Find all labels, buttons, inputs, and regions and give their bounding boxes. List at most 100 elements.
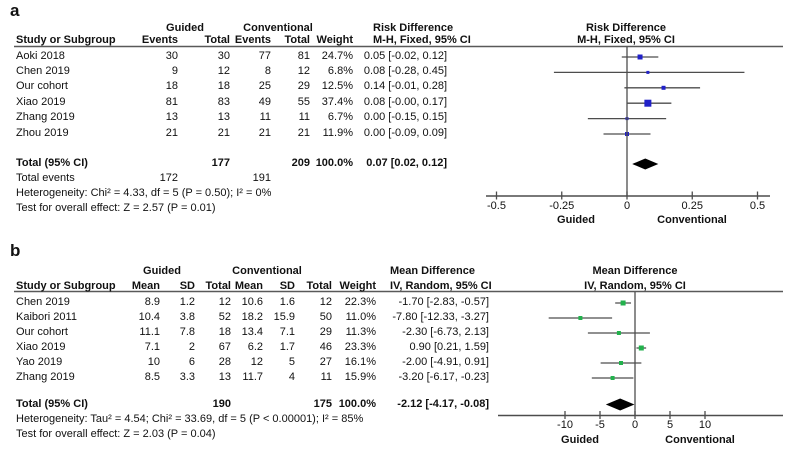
table-cell: 9 (171, 64, 178, 77)
table-cell: 13.4 (241, 325, 263, 338)
table-cell: 8.9 (144, 295, 160, 308)
overall-effect-text: Test for overall effect: Z = 2.57 (P = 0… (16, 202, 216, 214)
column-header: SD (179, 280, 195, 292)
study-name: Kaibori 2011 (16, 310, 77, 323)
ci-text: 0.00 [-0.09, 0.09] (363, 126, 447, 139)
table-cell: 1.2 (179, 295, 195, 308)
ci-text: -1.70 [-2.83, -0.57] (398, 295, 490, 308)
table-cell: 30 (165, 49, 178, 62)
total-cell: 100.0% (338, 397, 376, 410)
axis-tick-label: -0.5 (487, 200, 506, 212)
study-name: Our cohort (16, 325, 68, 338)
group2-header: Conventional (243, 22, 313, 34)
effect-measure-header: Risk Difference (373, 22, 454, 34)
favors-right-label: Conventional (665, 434, 735, 446)
group2-header: Conventional (232, 265, 302, 277)
table-cell: 3.3 (179, 370, 195, 383)
ci-text: 0.08 [-0.28, 0.45] (363, 64, 447, 77)
table-cell: 6.2 (247, 340, 263, 353)
table-cell: 13 (218, 370, 231, 383)
total-label: Total (95% CI) (16, 397, 88, 410)
summary-diamond (632, 158, 659, 170)
total-ci-text: 0.07 [0.02, 0.12] (366, 157, 447, 169)
effect-square (620, 300, 626, 306)
plot-title: Risk Difference (585, 22, 667, 34)
total-cell: 175 (313, 397, 332, 410)
table-cell: 2 (188, 340, 195, 353)
table-cell: 46 (319, 340, 332, 353)
axis-tick-label: 5 (666, 419, 674, 431)
study-name: Chen 2019 (16, 64, 70, 77)
column-header: Total (205, 280, 231, 292)
table-cell: 12.5% (321, 80, 353, 93)
table-cell: 11 (259, 111, 271, 124)
table-cell: 21 (217, 126, 230, 139)
table-cell: 67 (218, 340, 231, 353)
table-cell: 18 (165, 80, 178, 93)
table-cell: 29 (297, 80, 310, 93)
table-cell: 50 (319, 310, 332, 323)
study-name: Xiao 2019 (16, 340, 66, 353)
table-cell: 30 (217, 49, 230, 62)
table-cell: 21 (165, 126, 178, 139)
table-cell: 21 (297, 126, 310, 139)
group1-header: Guided (166, 22, 204, 34)
table-cell: 7.8 (179, 325, 195, 338)
table-cell: 81 (165, 95, 178, 108)
table-cell: 4 (288, 370, 295, 383)
table-cell: 25 (258, 80, 271, 93)
panel-b-label: b (10, 241, 21, 260)
study-name: Zhou 2019 (16, 126, 69, 139)
study-name: Zhang 2019 (16, 370, 75, 383)
effect-square (638, 345, 644, 351)
table-cell: 21 (258, 126, 271, 139)
study-name: Yao 2019 (16, 355, 63, 368)
table-cell: 10 (147, 355, 160, 368)
study-name: Chen 2019 (16, 295, 70, 308)
column-header: Mean (234, 280, 263, 292)
table-cell: 11.0% (345, 310, 376, 323)
table-cell: 11.3% (345, 325, 376, 338)
ci-text: -2.00 [-4.91, 0.91] (402, 355, 489, 368)
table-cell: 11.1 (139, 325, 160, 338)
table-cell: 18 (217, 80, 230, 93)
ci-text: -7.80 [-12.33, -3.27] (392, 310, 489, 323)
total-cell: 177 (211, 157, 230, 169)
axis-tick-label: 0 (631, 419, 639, 431)
total-cell: 100.0% (315, 157, 353, 169)
table-cell: 55 (297, 95, 310, 108)
effect-square (637, 54, 643, 60)
table-cell: 12 (218, 295, 231, 308)
column-header: Total (306, 280, 332, 292)
total-label: Total (95% CI) (16, 157, 88, 169)
total-cell: 190 (212, 397, 231, 410)
effect-square (646, 70, 650, 74)
table-cell: 16.1% (344, 355, 376, 368)
table-cell: 22.3% (344, 295, 376, 308)
table-cell: 81 (297, 49, 310, 62)
study-column-header: Study or Subgroup (16, 280, 116, 292)
table-cell: 7.1 (279, 325, 295, 338)
table-cell: 1.6 (279, 295, 295, 308)
table-cell: 6 (188, 355, 195, 368)
table-cell: 12 (319, 295, 332, 308)
axis-tick-label: -10 (557, 419, 573, 431)
total-ci-text: -2.12 [-4.17, -0.08] (397, 397, 489, 410)
table-cell: 15.9% (344, 370, 376, 383)
table-cell: 10.4 (138, 310, 160, 323)
overall-effect-text: Test for overall effect: Z = 2.03 (P = 0… (16, 427, 216, 440)
heterogeneity-text: Heterogeneity: Chi² = 4.33, df = 5 (P = … (16, 187, 272, 199)
group1-header: Guided (143, 265, 181, 277)
axis-tick-label: 0.5 (749, 200, 766, 212)
table-cell: 13 (217, 111, 230, 124)
total-events-cell: 172 (159, 172, 178, 184)
table-cell: 6.7% (327, 111, 353, 124)
study-name: Our cohort (16, 80, 68, 93)
ci-text: 0.05 [-0.02, 0.12] (363, 49, 447, 62)
axis-tick-label: 0.25 (681, 200, 703, 212)
axis-tick-label: -5 (595, 419, 605, 431)
table-cell: 52 (218, 310, 231, 323)
